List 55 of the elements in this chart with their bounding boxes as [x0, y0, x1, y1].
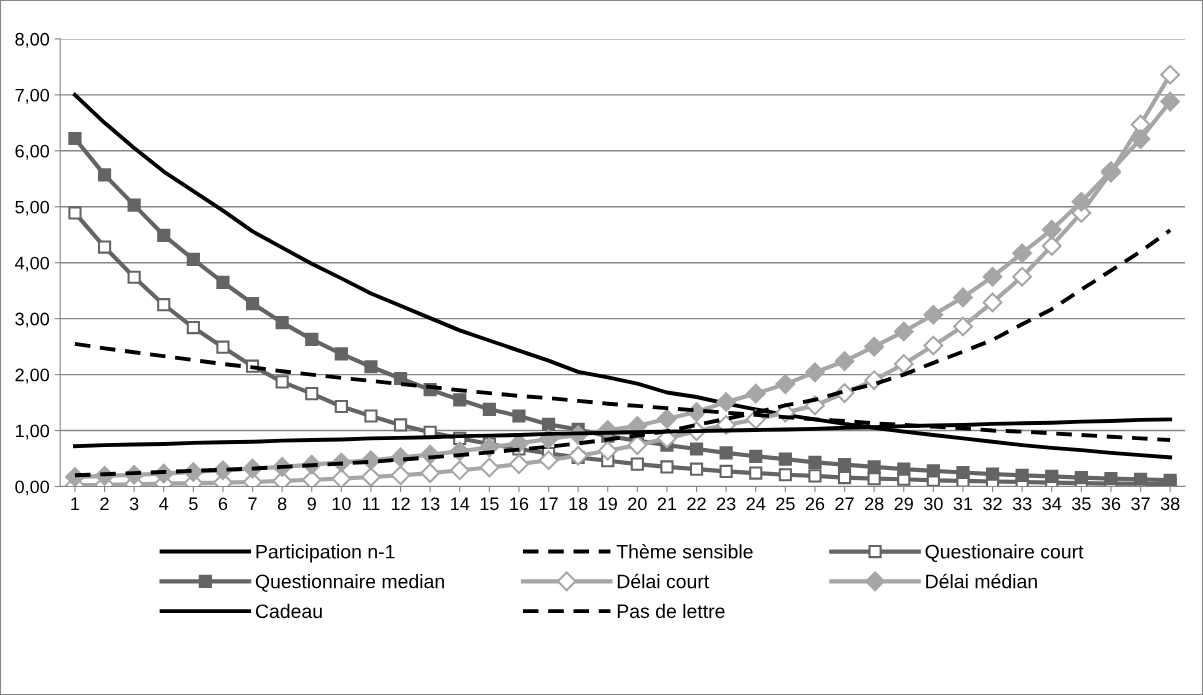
x-tick-label: 1: [71, 497, 80, 510]
x-tick-label: 24: [746, 497, 766, 510]
x-tick-label: 11: [362, 497, 380, 510]
x-tick-label: 15: [480, 497, 499, 511]
legend-label: Questionnaire median: [255, 574, 444, 592]
x-tick-label: 33: [1012, 497, 1032, 511]
x-tick-label: 38: [1160, 497, 1180, 511]
x-tick-label: 6: [218, 497, 228, 511]
legend-label: Délai court: [617, 573, 710, 589]
x-tick-label: 16: [510, 497, 529, 511]
y-tick-label: 4,00: [15, 256, 50, 272]
x-tick-label: 18: [569, 497, 588, 511]
y-tick-label: 3,00: [15, 312, 50, 328]
x-tick-label: 5: [189, 497, 198, 511]
x-tick-label: 14: [451, 497, 470, 510]
x-tick-label: 13: [421, 497, 440, 511]
y-tick-label: 5,00: [15, 200, 50, 216]
y-tick-label: 1,00: [15, 424, 50, 440]
legend-label: Participation n-1: [256, 544, 395, 563]
x-tick-label: 17: [539, 497, 558, 510]
y-tick-label: 8,00: [15, 32, 50, 48]
x-tick-label: 9: [307, 497, 316, 511]
x-tick-label: 37: [1131, 497, 1150, 511]
x-tick-label: 34: [1042, 497, 1062, 511]
x-tick-label: 25: [776, 497, 795, 511]
x-tick-label: 12: [391, 497, 410, 510]
x-tick-label: 30: [924, 497, 943, 511]
legend-label: Pas de lettre: [617, 603, 725, 619]
y-tick-label: 7,00: [15, 88, 50, 104]
x-tick-label: 35: [1072, 497, 1091, 511]
x-tick-label: 7: [248, 497, 257, 510]
x-tick-label: 20: [628, 497, 647, 511]
legend-label: Thème sensible: [616, 544, 753, 559]
x-tick-label: 36: [1101, 497, 1121, 511]
y-tick-label: 0,00: [15, 480, 50, 496]
x-tick-label: 22: [687, 497, 706, 510]
legend-label: Cadeau: [255, 603, 322, 619]
x-tick-label: 28: [865, 497, 884, 511]
x-tick-label: 23: [717, 497, 736, 511]
x-tick-label: 2: [100, 497, 109, 510]
x-tick-label: 3: [129, 497, 139, 511]
x-tick-label: 21: [657, 497, 677, 510]
legend-label: Questionaire court: [925, 544, 1084, 563]
x-tick-label: 8: [277, 497, 287, 511]
legend-label: Délai médian: [926, 573, 1037, 589]
y-tick-label: 2,00: [15, 368, 50, 384]
x-tick-label: 19: [599, 497, 617, 511]
x-tick-label: 27: [835, 497, 854, 510]
x-tick-label: 32: [983, 497, 1002, 511]
x-tick-label: 31: [953, 497, 973, 511]
x-tick-label: 29: [894, 497, 913, 511]
x-tick-label: 10: [332, 497, 351, 511]
x-tick-label: 4: [159, 497, 169, 510]
x-tick-label: 26: [805, 497, 825, 511]
y-tick-label: 6,00: [15, 144, 50, 160]
